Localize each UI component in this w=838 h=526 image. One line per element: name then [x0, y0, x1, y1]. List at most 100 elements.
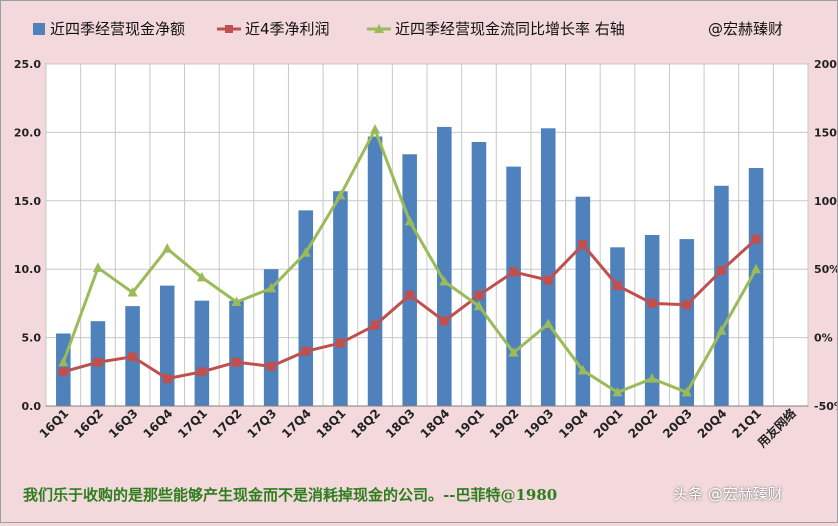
x-tick-label: 19Q1 [452, 406, 487, 441]
y-right-tick-label: 0% [814, 332, 833, 345]
x-tick-label: 16Q2 [71, 406, 106, 441]
footer-quote: 我们乐于收购的是那些能够产生现金而不是消耗掉现金的公司。--巴菲特@1980 [23, 486, 558, 504]
line-point [543, 318, 554, 328]
x-tick-label: 18Q2 [348, 406, 383, 441]
y-right-tick-label: 50% [814, 263, 837, 276]
x-tick-label: 20Q2 [625, 406, 660, 441]
line-point [300, 247, 311, 257]
x-tick-label: 17Q2 [210, 406, 245, 441]
bar [194, 300, 210, 406]
x-tick-label: 17Q3 [244, 406, 279, 441]
line-point [508, 347, 519, 357]
line-point [370, 320, 380, 330]
x-tick-label: 16Q3 [106, 406, 141, 441]
x-tick-label: 17Q1 [175, 406, 210, 441]
line-point [266, 282, 277, 293]
line-point [474, 290, 484, 300]
legend-label-growth: 近四季经营现金流同比增长率 右轴 [395, 20, 625, 38]
line-point [231, 296, 242, 307]
x-tick-label: 20Q1 [591, 406, 626, 441]
y-left-tick-label: 25.0 [14, 58, 41, 71]
line-point [196, 271, 207, 282]
bar [610, 247, 625, 406]
line-point [162, 243, 173, 253]
bar [540, 128, 556, 406]
y-right-tick-label: 100% [814, 195, 837, 208]
legend-watermark: @宏赫臻财 [708, 20, 783, 38]
x-tick-label: 19Q2 [487, 406, 522, 441]
line-point [681, 386, 692, 397]
line-point [128, 352, 138, 362]
line-point [93, 357, 103, 367]
line-point [647, 373, 658, 383]
bar [159, 285, 175, 406]
line-point [647, 298, 657, 308]
x-tick-label: 18Q1 [314, 406, 349, 441]
line-point [439, 276, 450, 286]
bar [402, 154, 417, 406]
y-left-tick-label: 20.0 [14, 126, 41, 139]
line-point [612, 386, 623, 397]
line-point [682, 300, 692, 310]
y-right-tick-label: 200% [814, 58, 837, 71]
x-tick-label: 17Q4 [279, 406, 314, 441]
line-point [335, 338, 345, 348]
bar [437, 126, 452, 406]
y-left-tick-label: 0.0 [22, 400, 42, 413]
line-point [232, 357, 241, 367]
y-left-tick-label: 15.0 [14, 195, 41, 208]
bar [263, 269, 279, 406]
line-point [58, 356, 69, 367]
line-point [578, 240, 588, 250]
y-left-tick-label: 10.0 [14, 263, 41, 276]
x-tick-label: 18Q3 [383, 406, 418, 441]
legend-marker-growth [374, 24, 384, 33]
bar [367, 136, 383, 406]
x-tick-label: 16Q1 [37, 406, 72, 441]
bar [333, 191, 348, 406]
line-point [58, 367, 68, 377]
line-point [405, 290, 415, 300]
bar [471, 141, 487, 406]
line-point [439, 316, 449, 326]
bar [714, 185, 729, 406]
line-point [509, 267, 519, 277]
line-point [716, 266, 726, 276]
bar [506, 166, 521, 406]
bar [644, 235, 660, 406]
x-tick-label: 19Q4 [556, 406, 591, 441]
line-point [370, 124, 381, 134]
x-tick-label: 18Q4 [418, 406, 453, 441]
y-left-tick-label: 5.0 [22, 332, 42, 345]
x-tick-label: 19Q3 [522, 406, 557, 441]
legend-marker-profit [225, 25, 233, 33]
x-axis-labels: 16Q1 16Q2 16Q3 16Q4 17Q1 17Q2 17Q3 17Q4 18Q1 18Q2… [37, 406, 799, 451]
legend-label-bar: 近四季经营现金净额 [50, 20, 185, 38]
legend-label-profit: 近4季净利润 [245, 20, 330, 38]
line-point [716, 325, 727, 335]
line-point [577, 364, 588, 375]
line-point [92, 262, 103, 272]
bar [748, 167, 764, 406]
x-tick-label: 20Q3 [660, 406, 695, 441]
legend-swatch-bar [33, 23, 45, 35]
bar [679, 239, 695, 406]
footer-watermark: 头条 @宏赫臻财 [673, 485, 783, 503]
line-point [751, 234, 761, 244]
line-point [335, 189, 346, 200]
y-right-tick-label: -50% [814, 400, 837, 413]
line-point [543, 275, 553, 285]
line-point [127, 286, 138, 297]
bar [298, 210, 314, 406]
line-point [197, 367, 207, 377]
legend: 近四季经营现金净额 近4季净利润 近四季经营现金流同比增长率 右轴 @宏赫臻财 [33, 20, 783, 38]
bar [229, 300, 244, 406]
y-axis-labels: 0.0 5.0 10.0 15.0 20.0 25.0 -50% 0% 50% 100% 150% 2… [14, 58, 838, 413]
x-tick-label: 16Q4 [141, 406, 176, 441]
line-point [473, 300, 484, 311]
line-point [404, 215, 415, 226]
line-point [613, 281, 622, 291]
x-tick-label: 20Q4 [695, 406, 730, 441]
